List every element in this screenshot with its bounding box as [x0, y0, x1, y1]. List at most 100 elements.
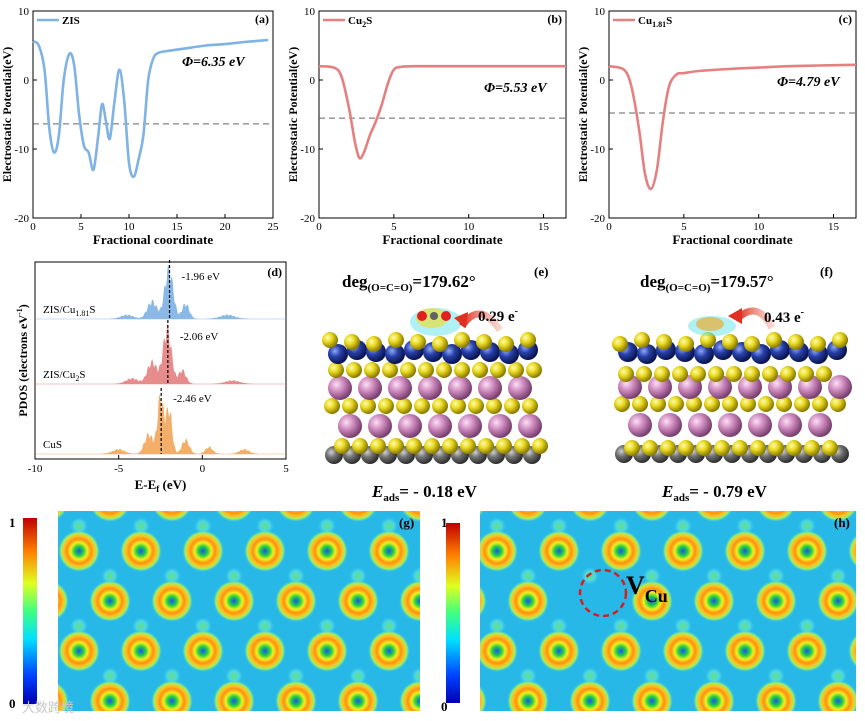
elf-minor-site [550, 717, 568, 721]
elf-atom-site [58, 682, 69, 711]
elf-atom-site [399, 580, 420, 622]
y-axis-title: Electrostatic Potential(eV) [576, 47, 590, 182]
elf-atom-site [306, 630, 348, 672]
x-tick-label: 0 [316, 221, 322, 233]
sulfur-atom [508, 362, 524, 378]
y-tick-label: 0 [600, 75, 606, 87]
sulfur-atom [342, 398, 358, 414]
sulfur-atom [812, 396, 828, 412]
elf-minor-site [256, 717, 274, 721]
elf-atom-site [337, 580, 379, 622]
elf-atom-site [509, 511, 547, 522]
sulfur-atom [632, 396, 648, 412]
pdos-area-series [35, 324, 286, 385]
elf-atom-site [399, 680, 420, 711]
elf-atom-site [724, 530, 766, 572]
sulfur-atom [424, 438, 440, 454]
elf-atom-site [480, 685, 487, 711]
elf-atom-site [817, 580, 856, 622]
sulfur-atom [442, 438, 458, 454]
sulfur-atom [454, 332, 470, 348]
sulfur-atom [714, 440, 730, 456]
sulfur-atom [406, 438, 422, 454]
pdos-area-series [35, 395, 286, 455]
elf-minor-site [860, 717, 865, 721]
indium-atom [828, 375, 852, 399]
elf-atom-site [368, 630, 410, 672]
indium-atom [418, 376, 442, 400]
sulfur-atom [526, 362, 542, 378]
elf-atom-site [213, 680, 255, 711]
indium-atom [518, 414, 542, 438]
y-tick-label: -10 [590, 144, 605, 156]
panel-b-work-function-cu2s: 0 5 10 15 10 0 -10 -20 Fractional coordinate Elec… [286, 6, 567, 247]
elf-atom-site [339, 511, 377, 522]
x-tick-label: -5 [114, 463, 124, 475]
panel-f-angle: deg(O=C=O)=179.57° [640, 272, 774, 294]
sulfur-atom [366, 336, 382, 352]
sulfur-atom [450, 398, 466, 414]
sulfur-atom [382, 362, 398, 378]
sulfur-atom [740, 396, 756, 412]
sulfur-atom [690, 366, 706, 382]
y-tick-label: 10 [18, 6, 30, 18]
elf-atom-site [819, 511, 856, 522]
copper-atom [385, 344, 405, 364]
elf-minor-site [674, 717, 692, 721]
sulfur-atom [454, 362, 470, 378]
x-tick-label: 20 [220, 221, 232, 233]
d-band-center-label: -1.96 eV [182, 271, 221, 283]
elf-atom-site [571, 511, 609, 522]
indium-atom [358, 376, 382, 400]
y-tick-label: -10 [14, 144, 29, 156]
indium-atom [748, 413, 772, 437]
indium-atom [488, 414, 512, 438]
sulfur-atom [460, 438, 476, 454]
sulfur-atom [678, 440, 694, 456]
cu-vacancy-marker [578, 568, 628, 618]
elf-atom-site [244, 530, 286, 572]
elf-map-g [58, 511, 420, 721]
sulfur-atom [822, 440, 838, 456]
x-tick-label: 15 [828, 221, 840, 233]
panel-e-angle: deg(O=C=O)=179.62° [342, 272, 476, 294]
elf-atom-site [480, 530, 518, 572]
sulfur-atom [766, 332, 782, 348]
elf-atom-site [213, 580, 255, 622]
x-tick-label: 15 [538, 221, 550, 233]
sulfur-atom [520, 332, 536, 348]
elf-atom-site [58, 511, 67, 520]
panel-h-elf-map: 1 0 VCu (h) [441, 511, 865, 721]
y-tick-label: 0 [24, 75, 30, 87]
sulfur-atom [722, 396, 738, 412]
elf-atom-site [662, 630, 704, 672]
charge-transfer-f: 0.43 e- [764, 307, 804, 326]
sulfur-atom [472, 362, 488, 378]
sulfur-atom [346, 362, 362, 378]
panel-f-structure: (f) deg(O=C=O)=179.57° 0.43 e- Eads= - 0… [612, 264, 852, 504]
x-axis-title: Fractional coordinate [672, 232, 792, 247]
sulfur-atom [722, 334, 738, 350]
y-tick-label: -10 [300, 144, 315, 156]
sulfur-atom [624, 440, 640, 456]
sulfur-atom [726, 366, 742, 382]
indium-atom [458, 414, 482, 438]
panel-e-structure: (e) deg(O=C=O)=179.62° 0.29 e- Eads= - 0… [322, 264, 548, 504]
sulfur-atom [744, 366, 760, 382]
sulfur-atom [468, 398, 484, 414]
colorbar-g [23, 518, 37, 704]
series-name: ZIS/Cu1.81S [43, 304, 96, 318]
copper-atom [328, 344, 348, 364]
sulfur-atom [780, 366, 796, 382]
sulfur-atom [618, 366, 634, 382]
elf-atom-site [91, 511, 129, 522]
elf-atom-site [480, 630, 518, 672]
elf-atom-site [538, 530, 580, 572]
sulfur-atom [388, 332, 404, 348]
elf-atom-site [693, 680, 735, 711]
x-tick-label: 0 [200, 463, 206, 475]
panel-label: (d) [267, 265, 282, 279]
x-tick-label: -10 [28, 463, 43, 475]
elf-atom-site [153, 511, 191, 522]
elf-atom-site [662, 530, 704, 572]
